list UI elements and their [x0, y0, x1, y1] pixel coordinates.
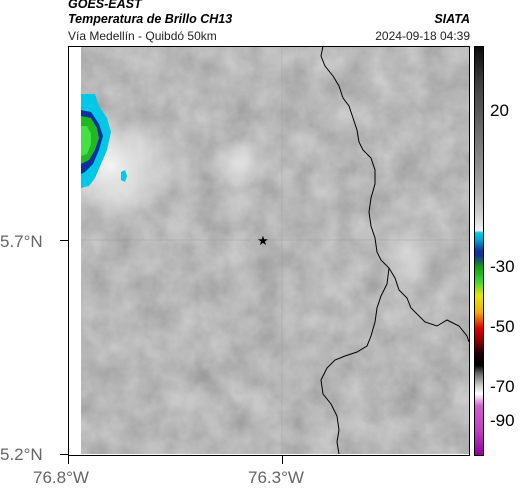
department-border-east	[320, 46, 469, 343]
lon-tick-label: 76.8°W	[33, 468, 89, 487]
small-cold-cell	[121, 170, 127, 182]
colorbar-tick-label: -50	[490, 317, 515, 336]
cold-top-lightgreen	[81, 126, 91, 156]
department-border-south	[320, 267, 390, 454]
org-label: SIATA	[434, 12, 470, 26]
colorbar-tick-label: -90	[490, 411, 515, 430]
colorbar-tick-label: -70	[490, 377, 515, 396]
lat-tick-mark	[60, 240, 68, 241]
lat-tick-mark	[60, 454, 68, 455]
bright-cloud-patch-east	[361, 196, 441, 316]
map-canvas: ★	[81, 46, 469, 454]
colorbar-tick-label: 20	[490, 101, 509, 120]
lon-tick-mark	[282, 456, 283, 464]
lat-tick-label: 5.2°N	[0, 445, 43, 464]
datetime-label: 2024-09-18 04:39	[375, 29, 470, 43]
temperature-colorbar	[474, 46, 484, 456]
region-label: Vía Medellín - Quibdó 50km	[68, 29, 217, 43]
star-marker[interactable]: ★	[257, 234, 269, 249]
bright-cloud-patch	[199, 140, 279, 188]
satellite-map[interactable]: ★	[81, 46, 469, 454]
satellite-title: GOES-EAST	[68, 0, 142, 11]
lon-tick-label: 76.3°W	[248, 468, 304, 487]
lon-tick-mark	[68, 456, 69, 464]
colorbar-tick-label: -30	[490, 257, 515, 276]
product-title: Temperatura de Brillo CH13	[68, 12, 233, 26]
lat-tick-label: 5.7°N	[0, 232, 43, 251]
